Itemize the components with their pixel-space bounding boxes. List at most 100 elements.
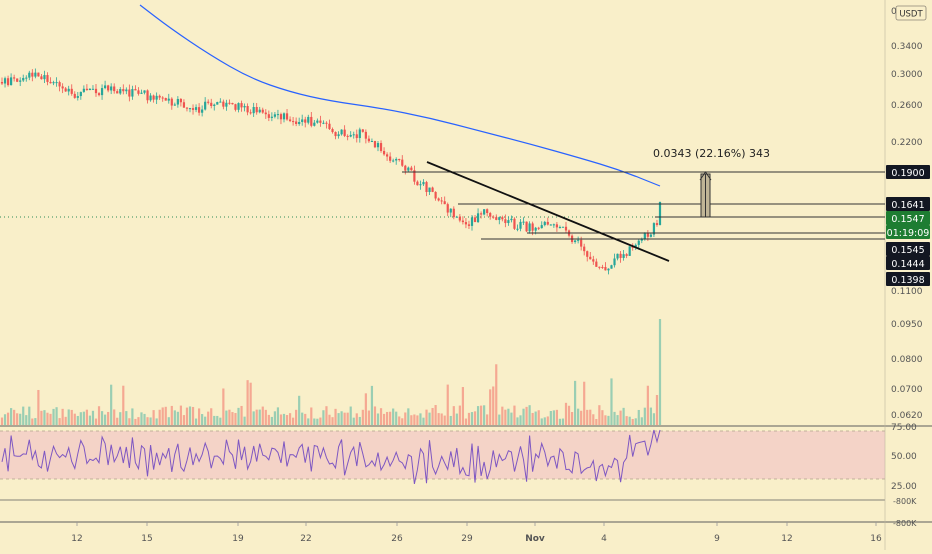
candle (64, 88, 67, 92)
candle (428, 187, 431, 193)
volume-bar (22, 406, 25, 425)
volume-bar (261, 406, 264, 425)
trendline[interactable] (426, 161, 670, 262)
volume-bar (528, 405, 531, 425)
candle (513, 218, 516, 229)
candle (476, 213, 480, 223)
candle (431, 187, 434, 192)
volume-bar (313, 418, 316, 425)
volume-bar (370, 385, 374, 425)
volume-bar (534, 411, 537, 425)
rsi-tick: 25.00 (891, 482, 917, 492)
candle (637, 240, 640, 245)
candle (152, 95, 155, 100)
price-label-text: 0.1444 (891, 259, 924, 270)
volume-bar (276, 407, 280, 425)
volume-bar (85, 409, 89, 425)
price-tick: 0.0700 (891, 385, 923, 395)
currency-badge[interactable]: USDT (895, 5, 927, 21)
candle (443, 201, 446, 205)
candle (288, 119, 292, 122)
candle (273, 114, 277, 117)
volume-bar (637, 409, 640, 425)
volume-bar (401, 418, 404, 425)
volume-bar (185, 407, 189, 425)
volume-bar (79, 412, 82, 425)
price-tick: 0.0950 (891, 320, 923, 330)
candle (655, 223, 659, 225)
candle (37, 72, 40, 77)
volume-bar (522, 408, 525, 425)
price-tick: 0.3000 (891, 70, 923, 80)
price-label-text: 0.1545 (891, 245, 924, 256)
candle (291, 121, 295, 123)
candle (531, 223, 534, 231)
volume-bar (255, 409, 258, 425)
volume-bar (358, 416, 361, 425)
price-label-0.1398: 0.1398 (886, 272, 930, 286)
volume-bar (379, 408, 383, 425)
candle (437, 198, 440, 201)
candle (598, 266, 601, 268)
candle (70, 88, 73, 94)
candle (155, 95, 158, 100)
candle (504, 219, 507, 224)
date-axis[interactable]: 12 15 19 22 26 29 Nov 4 9 12 16 (71, 534, 882, 544)
volume-bar (601, 410, 604, 425)
candle (395, 158, 398, 161)
volume-bar (88, 415, 92, 425)
volume-bar (643, 407, 646, 425)
volume-bar (507, 408, 510, 425)
candle (176, 98, 179, 105)
candle (125, 89, 128, 92)
volume-bar (328, 414, 331, 425)
candle (492, 216, 495, 218)
volume-bar (282, 413, 286, 425)
volume-bar (140, 412, 143, 425)
volume-bar (658, 319, 662, 425)
rsi-line (1, 429, 661, 485)
volume-bar (555, 409, 559, 425)
volume-bar (103, 414, 107, 425)
candle (40, 76, 43, 80)
candle (219, 101, 222, 103)
candle (625, 254, 628, 256)
candle (191, 108, 195, 110)
candle (210, 102, 213, 106)
volume-bar (264, 409, 267, 425)
candle (646, 233, 649, 237)
volume-bar (616, 415, 619, 425)
candle (440, 200, 443, 202)
candle (516, 228, 519, 230)
volume-bar (149, 417, 152, 425)
volume-bar (567, 405, 571, 425)
candle (540, 225, 543, 229)
candle (182, 102, 186, 108)
volume-bar (31, 418, 34, 425)
candle (25, 77, 28, 79)
candle (522, 221, 525, 223)
volume-bar (410, 415, 413, 425)
candle (107, 85, 110, 91)
candle (149, 95, 152, 101)
volume-bar (279, 414, 283, 425)
price-axis[interactable]: 0.3400 0.3000 0.2600 0.2200 0.1100 0.095… (891, 42, 923, 528)
candle (55, 82, 58, 84)
candle (179, 98, 183, 103)
volume-bar (285, 415, 289, 425)
volume-bar (479, 405, 483, 425)
candle (525, 221, 528, 232)
candle (404, 165, 407, 171)
date-tick: 26 (391, 534, 403, 544)
volume-bar (16, 413, 19, 425)
candle (649, 234, 653, 237)
candle (652, 223, 656, 235)
candle (634, 244, 637, 248)
price-label-current: 0.1547 (886, 211, 930, 225)
volume-bar (222, 388, 225, 425)
volume-bar (61, 408, 64, 425)
candle (67, 88, 70, 92)
rsi-tick: 75.00 (891, 423, 917, 433)
volume-bar (179, 405, 183, 425)
